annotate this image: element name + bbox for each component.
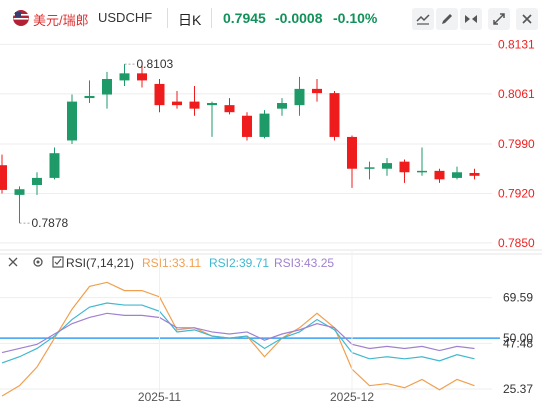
candle-body [347,136,357,169]
candle-body [119,73,130,81]
rsi-series-line [1,312,475,354]
rsi-grid [0,297,500,390]
candle-body [224,105,235,113]
x-tick-label: 2025-11 [138,390,181,404]
rsi-tick-label: 69.59 [503,291,533,305]
rsi-tick-label: 25.37 [503,382,533,396]
candles: 0.8103 0.7878 [0,57,480,230]
candle-body [49,153,60,178]
candle-body [67,101,77,141]
rsi2-legend: RSI2:39.71 [209,256,270,270]
price-tick-label: 0.7920 [498,186,535,200]
candle-body [452,172,462,178]
candle-body [189,101,200,109]
collapse-icon[interactable] [8,257,18,267]
close-icon [522,14,532,24]
candle-body [399,161,410,173]
candle-body [14,189,25,195]
period-selector[interactable]: 日K [178,12,202,28]
flag-icon [13,10,29,26]
rsi-series-line [1,281,475,397]
fullscreen-icon [493,13,505,25]
rsi-indicator-name: RSI(7,14,21) [66,256,135,270]
rsi-lines [1,281,475,397]
rsi-tick-label: 47.48 [503,336,533,350]
high-annotation: 0.8103 [137,57,174,71]
settings-icon[interactable] [32,256,44,268]
compare-button[interactable] [460,8,482,30]
candle-body [207,103,217,106]
checkbox-icon[interactable] [52,256,64,268]
candle-body [294,88,305,106]
candle-body [382,163,392,169]
line-indicator-button[interactable] [412,8,434,30]
divider [167,8,168,28]
rsi-series-line [1,302,475,364]
symbol-code: USDCHF [98,10,153,25]
candle-body [242,115,252,137]
candle-body [417,170,427,173]
x-axis: 2025-11 2025-12 [138,250,374,404]
price-change: -0.0008 [275,10,323,26]
candle-body [469,172,480,176]
draw-button[interactable] [436,8,458,30]
price-tick-label: 0.7850 [498,236,535,250]
candle-body [102,78,112,95]
price-axis: 0.8131 0.8061 0.7990 0.7920 0.7850 [498,37,535,250]
rsi1-legend: RSI1:33.11 [142,256,202,270]
close-button[interactable] [516,8,538,30]
candle-body [84,95,95,99]
candle-body [329,93,340,137]
last-price: 0.7945 [223,10,266,26]
rsi3-legend: RSI3:43.25 [274,256,335,270]
candle-body [154,83,165,106]
price-tick-label: 0.8061 [498,87,535,101]
rsi-tick-label: 50.00 [503,331,533,345]
candle-body [312,88,322,94]
price-change-percent: -0.10% [333,10,378,26]
candle-body [0,165,7,190]
candle-body [32,177,42,185]
compare-icon [465,15,477,23]
price-grid [0,43,542,255]
fullscreen-button[interactable] [488,8,510,30]
pencil-icon [442,14,452,24]
line-indicator-icon [416,14,430,25]
candle-body [137,73,147,81]
candle-body [364,167,375,169]
candle-body [172,101,182,106]
candle-body [259,113,270,137]
chart-toolbar: 美元/瑞郎 USDCHF 日K 0.7945 -0.0008 -0.10% [0,0,542,38]
low-annotation: 0.7878 [32,216,69,230]
candle-body [277,103,287,109]
divider [211,8,212,28]
price-tick-label: 0.7990 [498,137,535,151]
pair-name[interactable]: 美元/瑞郎 [33,13,89,28]
price-tick-label: 0.8131 [498,37,535,51]
x-tick-label: 2025-12 [330,390,374,404]
candle-body [434,170,445,180]
